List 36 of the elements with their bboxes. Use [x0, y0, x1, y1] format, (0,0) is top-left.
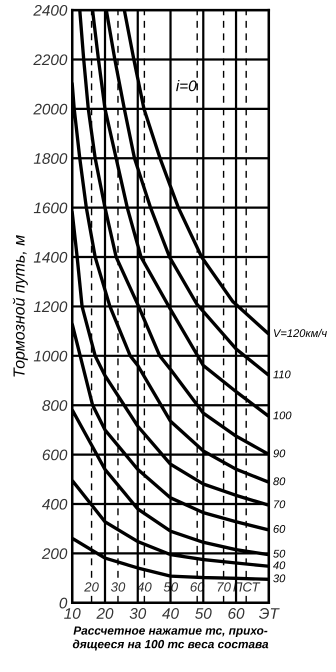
series-label: 90: [273, 449, 286, 458]
series-label: 30: [273, 574, 286, 582]
y-tick-label: 0: [60, 598, 68, 608]
y-tick-label: 1400: [34, 252, 68, 263]
y-tick-label: 1000: [34, 350, 68, 362]
y-tick-label: 1200: [34, 301, 68, 312]
y-tick-label: 2400: [33, 4, 68, 16]
y-tick-label: 600: [42, 449, 68, 460]
y-tick-label: 800: [42, 400, 68, 411]
x-tick-label: 30: [130, 608, 146, 619]
series-label: 40: [273, 561, 286, 570]
x-tick-label: 10: [64, 608, 81, 619]
series-label: V=120км/ч: [274, 328, 327, 338]
x-tick-label: 50: [195, 608, 212, 619]
series-label: 80: [273, 477, 286, 486]
x-tick-label: 20: [96, 608, 114, 619]
series-label: 60: [274, 525, 286, 533]
series-label: 50: [273, 550, 286, 558]
x2-tick-label: 20: [84, 582, 99, 592]
x-tick-label: 40: [162, 608, 179, 619]
series-label: 70: [274, 500, 286, 508]
annotation: i=0: [176, 80, 197, 92]
x-tick-label: 60: [228, 608, 244, 619]
y-tick-label: 1800: [34, 153, 68, 164]
x-tick-label: ЭТ: [258, 608, 280, 619]
y-tick-label: 200: [42, 548, 68, 560]
x2-tick-label: 70: [218, 582, 231, 592]
series-label: 110: [273, 370, 291, 378]
series-label: 100: [273, 411, 292, 420]
y-axis-title: Тормозной путь, м: [12, 235, 28, 377]
y-tick-label: 2200: [33, 54, 68, 66]
x-axis-title: Рассчетное нажатие тс, прихо- дящееся на 100 тс веса состава: [72, 626, 268, 651]
y-tick-label: 400: [42, 498, 68, 510]
y-tick-label: 2000: [33, 104, 68, 115]
y-tick-label: 1600: [34, 202, 68, 214]
x2-tick-label: 30: [110, 582, 126, 592]
